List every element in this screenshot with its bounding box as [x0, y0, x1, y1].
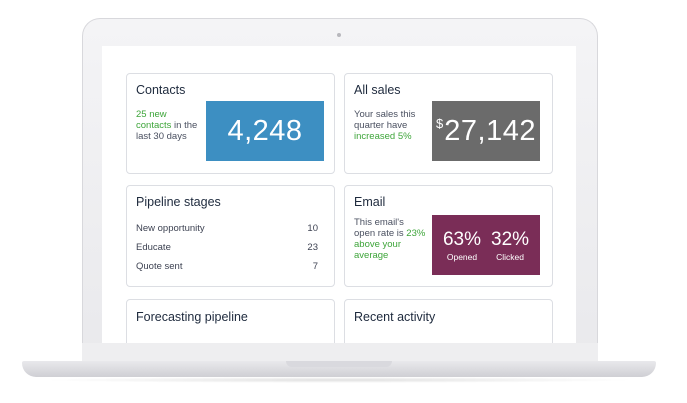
- pipeline-row-label: Quote sent: [136, 261, 183, 272]
- all-sales-tile: $27,142: [432, 101, 540, 161]
- laptop-bezel-bottom: [82, 343, 598, 363]
- opened-value: 63%: [442, 228, 481, 250]
- pipeline-row-value: 10: [307, 223, 318, 234]
- pipeline-title: Pipeline stages: [136, 195, 221, 209]
- all-sales-note-text: Your sales this quarter have: [354, 109, 416, 131]
- laptop-shadow: [40, 377, 638, 383]
- clicked-stat: 32% Clicked: [491, 229, 529, 262]
- pipeline-row: New opportunity 10: [136, 223, 318, 234]
- camera-icon: [337, 33, 341, 37]
- pipeline-row-label: Educate: [136, 242, 171, 253]
- pipeline-row: Quote sent 7: [136, 261, 318, 272]
- clicked-value: 32%: [491, 228, 530, 250]
- clicked-label: Clicked: [496, 251, 524, 262]
- email-title: Email: [354, 195, 386, 209]
- email-stats-tile: 63% Opened 32% Clicked: [432, 215, 540, 275]
- opened-label: Opened: [446, 251, 478, 262]
- pipeline-stages-card[interactable]: Pipeline stages New opportunity 10 Educa…: [126, 185, 335, 287]
- pipeline-row-value: 23: [307, 242, 318, 253]
- contacts-note: 25 new contacts in the last 30 days: [136, 109, 198, 142]
- contacts-title: Contacts: [136, 83, 186, 97]
- currency-symbol: $: [436, 115, 444, 131]
- all-sales-title: All sales: [354, 83, 401, 97]
- recent-activity-title: Recent activity: [354, 310, 436, 324]
- contacts-card[interactable]: Contacts 25 new contacts in the last 30 …: [126, 73, 335, 174]
- contacts-note-highlight: 25 new contacts: [136, 109, 172, 131]
- all-sales-value: 27,142: [444, 114, 536, 147]
- contacts-count-tile: 4,248: [206, 101, 324, 161]
- recent-activity-card[interactable]: Recent activity: [344, 299, 553, 343]
- laptop-notch: [286, 361, 392, 367]
- all-sales-note-highlight: increased 5%: [354, 131, 412, 142]
- email-note-highlight: 23% above your average: [354, 228, 426, 261]
- pipeline-row-label: New opportunity: [136, 223, 205, 234]
- opened-stat: 63% Opened: [443, 229, 481, 262]
- dashboard-screen: Contacts 25 new contacts in the last 30 …: [102, 46, 576, 343]
- forecasting-title: Forecasting pipeline: [136, 310, 248, 324]
- email-note-text: This email's open rate is: [354, 217, 404, 239]
- all-sales-card[interactable]: All sales Your sales this quarter have i…: [344, 73, 553, 174]
- email-card[interactable]: Email This email's open rate is 23% abov…: [344, 185, 553, 287]
- pipeline-row-value: 7: [312, 261, 318, 272]
- pipeline-row: Educate 23: [136, 242, 318, 253]
- forecasting-pipeline-card[interactable]: Forecasting pipeline: [126, 299, 335, 343]
- all-sales-note: Your sales this quarter have increased 5…: [354, 109, 430, 142]
- laptop-base: [22, 361, 656, 377]
- contacts-note-rest: in the last 30 days: [136, 120, 198, 142]
- email-note: This email's open rate is 23% above your…: [354, 217, 426, 261]
- contacts-count: 4,248: [227, 114, 303, 147]
